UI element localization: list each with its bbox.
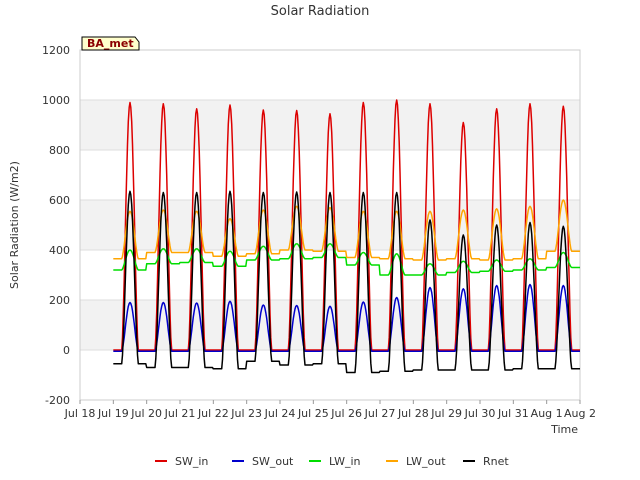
x-tick-label: Jul 21 bbox=[164, 407, 196, 420]
legend-label-sw-in: SW_in bbox=[175, 455, 208, 468]
x-tick-label: Jul 19 bbox=[97, 407, 129, 420]
series-line-lw-in bbox=[113, 243, 580, 276]
chart-title: Solar Radiation bbox=[271, 4, 370, 19]
y-tick-label: 200 bbox=[49, 294, 70, 307]
legend-label-sw-out: SW_out bbox=[252, 455, 294, 468]
x-tick-label: Jul 30 bbox=[464, 407, 496, 420]
x-tick-label: Jul 22 bbox=[197, 407, 229, 420]
x-tick-label: Jul 20 bbox=[130, 407, 162, 420]
x-tick-label: Jul 29 bbox=[430, 407, 462, 420]
y-axis-label: Solar Radiation (W/m2) bbox=[8, 161, 21, 289]
background-bands bbox=[80, 100, 580, 350]
y-axis-ticks: -200 0 200 400 600 800 1000 1200 bbox=[42, 44, 70, 407]
legend: SW_in SW_out LW_in LW_out Rnet bbox=[155, 455, 509, 468]
x-tick-label: Jul 23 bbox=[230, 407, 262, 420]
y-tick-label: 600 bbox=[49, 194, 70, 207]
y-tick-label: 0 bbox=[63, 344, 70, 357]
x-tick-label: Jul 27 bbox=[364, 407, 396, 420]
x-tick-label: Aug 2 bbox=[564, 407, 596, 420]
x-tick-label: Jul 24 bbox=[264, 407, 296, 420]
site-badge-label: BA_met bbox=[87, 37, 134, 50]
y-tick-label: 400 bbox=[49, 244, 70, 257]
y-tick-label: -200 bbox=[45, 394, 70, 407]
series-line-lw-out bbox=[113, 199, 580, 261]
legend-label-rnet: Rnet bbox=[483, 455, 509, 468]
legend-label-lw-in: LW_in bbox=[329, 455, 361, 468]
x-tick-label: Jul 28 bbox=[397, 407, 429, 420]
background-band bbox=[80, 300, 580, 350]
background-band bbox=[80, 100, 580, 150]
x-tick-label: Jul 18 bbox=[64, 407, 96, 420]
y-tick-label: 1200 bbox=[42, 44, 70, 57]
x-axis-label: Time bbox=[550, 423, 578, 436]
y-tick-label: 1000 bbox=[42, 94, 70, 107]
x-axis-ticks: Jul 18 Jul 19 Jul 20 Jul 21 Jul 22 Jul 23 Jul … bbox=[64, 400, 596, 420]
x-tick-label: Jul 25 bbox=[297, 407, 329, 420]
y-tick-label: 800 bbox=[49, 144, 70, 157]
plot-area-frame bbox=[79, 49, 581, 401]
series-line-rnet bbox=[113, 190, 580, 374]
series-line-sw-in bbox=[113, 99, 580, 351]
legend-label-lw-out: LW_out bbox=[406, 455, 446, 468]
x-tick-label: Jul 26 bbox=[330, 407, 362, 420]
site-badge: BA_met bbox=[81, 36, 140, 51]
x-tick-label: Jul 31 bbox=[497, 407, 529, 420]
series-lines bbox=[113, 99, 580, 374]
x-tick-label: Aug 1 bbox=[531, 407, 563, 420]
